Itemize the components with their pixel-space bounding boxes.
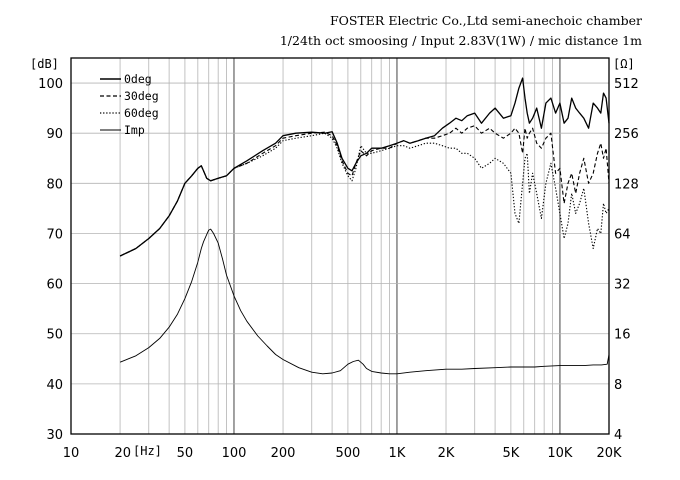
series-line-0deg	[119, 77, 610, 257]
x-axis-unit: [Hz]	[133, 444, 162, 458]
legend-label-60deg: 60deg	[124, 106, 159, 120]
x-tick-label: 10K	[547, 446, 573, 461]
x-tick-label: 1K	[389, 446, 406, 461]
y-tick-label: 90	[46, 127, 63, 142]
x-tick-label: 20K	[596, 446, 622, 461]
y2-tick-label: 8	[614, 378, 622, 393]
x-tick-label: 5K	[502, 446, 519, 461]
y-axis-unit-right: [Ω]	[613, 57, 635, 71]
x-tick-label: 200	[271, 446, 296, 461]
y-tick-label: 50	[46, 328, 63, 343]
series-line-60deg	[119, 132, 610, 257]
series-line-30deg	[119, 125, 610, 257]
legend-label-imp: Imp	[124, 123, 145, 137]
y-tick-label: 70	[46, 227, 63, 242]
y2-tick-label: 64	[614, 227, 631, 242]
x-tick-label: 20	[115, 446, 132, 461]
y2-tick-label: 16	[614, 328, 631, 343]
y-tick-label: 30	[46, 428, 63, 443]
chart-header-line2: 1/24th oct smoosing / Input 2.83V(1W) / …	[279, 33, 642, 48]
x-tick-label: 10	[63, 446, 80, 461]
y2-tick-label: 4	[614, 428, 622, 443]
y-tick-label: 80	[46, 177, 63, 192]
x-tick-label: 100	[222, 446, 247, 461]
legend-label-0deg: 0deg	[124, 72, 152, 86]
y2-tick-label: 512	[614, 77, 639, 92]
y-tick-label: 60	[46, 278, 63, 293]
x-tick-label: 2K	[438, 446, 455, 461]
y2-tick-label: 128	[614, 177, 639, 192]
legend-label-30deg: 30deg	[124, 89, 159, 103]
y2-tick-label: 256	[614, 127, 639, 142]
x-tick-label: 500	[335, 446, 360, 461]
y-axis-unit-left: [dB]	[30, 57, 59, 71]
x-tick-label: 50	[177, 446, 194, 461]
y-tick-label: 100	[38, 77, 63, 92]
y-tick-label: 40	[46, 378, 63, 393]
series-line-imp	[119, 228, 610, 375]
chart-header-line1: FOSTER Electric Co.,Ltd semi-anechoic ch…	[329, 13, 642, 28]
y2-tick-label: 32	[614, 278, 631, 293]
plot-frame	[70, 57, 610, 435]
